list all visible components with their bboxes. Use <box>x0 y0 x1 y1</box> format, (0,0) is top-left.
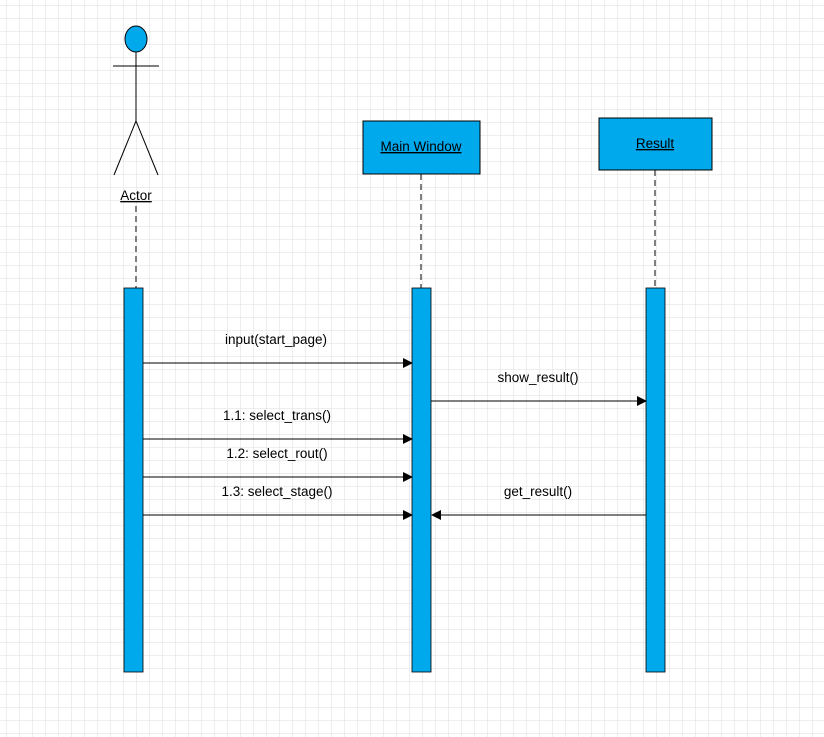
message-show-result[interactable]: show_result() <box>431 370 647 406</box>
message-label: get_result() <box>504 484 572 499</box>
message-get-result[interactable]: get_result() <box>431 484 646 520</box>
arrowhead-icon <box>403 434 413 444</box>
main-window-activation-bar[interactable] <box>411 287 432 673</box>
message-select-trans[interactable]: 1.1: select_trans() <box>143 408 413 444</box>
actor-head <box>124 25 148 53</box>
message-label: 1.1: select_trans() <box>223 408 331 423</box>
actor-left-leg <box>113 120 137 176</box>
arrowhead-icon <box>431 510 441 520</box>
actor-label: Actor <box>120 188 152 203</box>
result-activation-bar[interactable] <box>645 287 666 673</box>
result-header-box[interactable] <box>598 117 713 171</box>
arrowhead-icon <box>403 472 413 482</box>
message-input-start-page[interactable]: input(start_page) <box>143 332 413 368</box>
actor-figure[interactable] <box>113 25 159 176</box>
message-label: 1.3: select_stage() <box>221 484 332 499</box>
main-window-header-box[interactable] <box>362 120 481 175</box>
message-label: 1.2: select_rout() <box>226 446 327 461</box>
actor-right-leg <box>135 120 159 176</box>
result-label: Result <box>636 136 675 151</box>
actor-activation-bar[interactable] <box>123 287 144 673</box>
arrowhead-icon <box>403 510 413 520</box>
message-select-rout[interactable]: 1.2: select_rout() <box>143 446 413 482</box>
message-select-stage[interactable]: 1.3: select_stage() <box>143 484 413 520</box>
message-label: show_result() <box>497 370 578 385</box>
message-label: input(start_page) <box>225 332 327 347</box>
arrowhead-icon <box>403 358 413 368</box>
arrowhead-icon <box>637 396 647 406</box>
main-window-label: Main Window <box>380 139 461 154</box>
